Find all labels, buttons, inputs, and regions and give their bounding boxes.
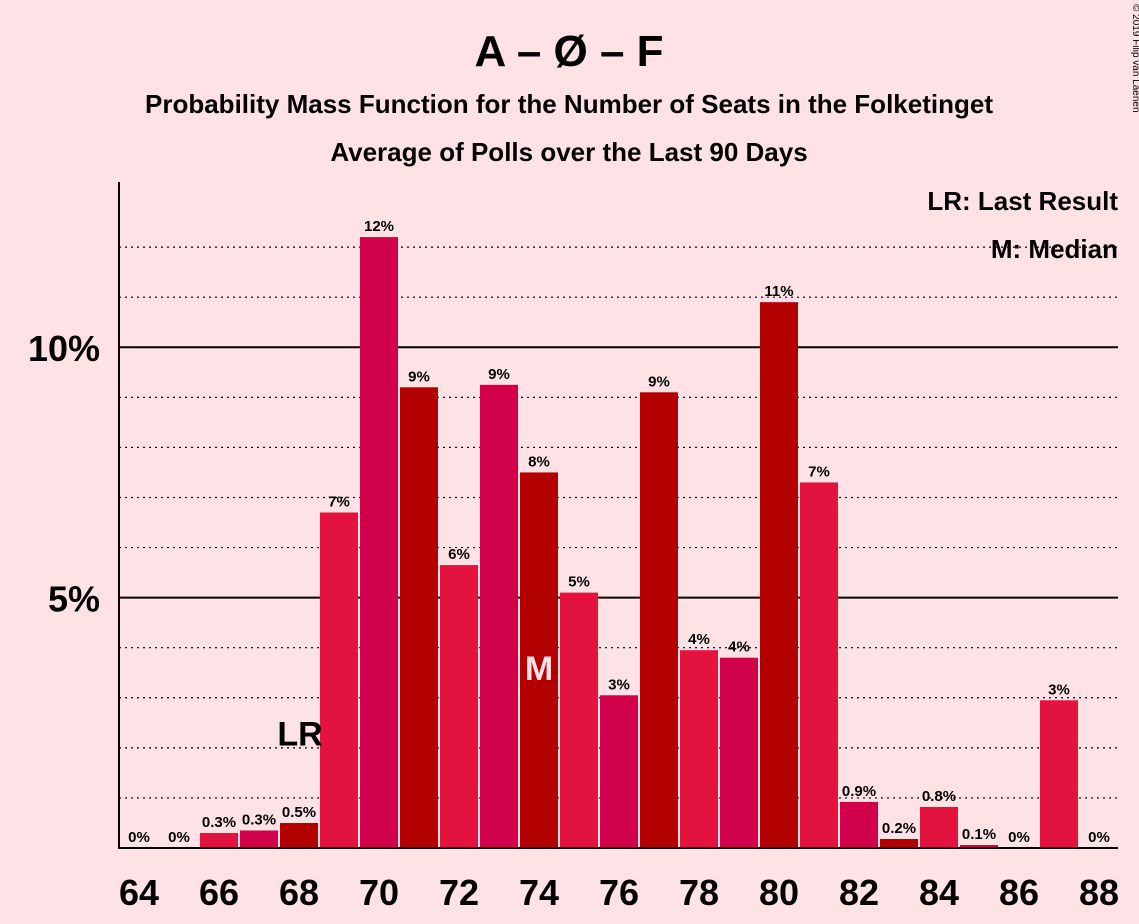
bar-label: 0.3% bbox=[242, 811, 276, 828]
bar-label: 6% bbox=[448, 546, 470, 563]
bar-seat-70 bbox=[360, 237, 398, 848]
bar-seat-87 bbox=[1040, 700, 1078, 848]
legend-median: M: Median bbox=[991, 234, 1118, 264]
bar-label: 11% bbox=[764, 283, 793, 300]
bar-label: 0% bbox=[1088, 829, 1110, 846]
bar-seat-74 bbox=[520, 472, 558, 848]
bar-label: 0.9% bbox=[842, 783, 876, 800]
bar-label: 9% bbox=[648, 373, 670, 390]
bar-seat-84 bbox=[920, 806, 958, 848]
bar-seat-72 bbox=[440, 565, 478, 848]
x-tick-label: 74 bbox=[519, 872, 559, 913]
legend-last-result: LR: Last Result bbox=[927, 186, 1118, 216]
chart-subtitle: Probability Mass Function for the Number… bbox=[145, 89, 993, 119]
bar-label: 3% bbox=[1048, 681, 1070, 698]
bar-seat-83 bbox=[880, 838, 918, 848]
x-axis-ticks: 64 66 68 70 72 74 76 78 80 82 84 86 88 bbox=[119, 872, 1119, 913]
bar-label: 4% bbox=[688, 631, 710, 648]
bar-seat-77 bbox=[640, 392, 678, 848]
bar-seat-75 bbox=[560, 592, 598, 848]
bar-label: 0% bbox=[168, 829, 190, 846]
bar-label: 0.8% bbox=[922, 788, 956, 805]
bar-label: 8% bbox=[528, 453, 550, 470]
bar-seat-69 bbox=[320, 512, 358, 848]
x-tick-label: 84 bbox=[919, 872, 959, 913]
x-tick-label: 78 bbox=[679, 872, 719, 913]
bar-seat-73 bbox=[480, 384, 518, 848]
x-tick-label: 66 bbox=[199, 872, 239, 913]
bar-seat-66 bbox=[200, 832, 238, 848]
bar-seat-71 bbox=[400, 387, 438, 848]
bar-label: 3% bbox=[608, 676, 630, 693]
bar-label: 12% bbox=[364, 218, 394, 235]
y-tick-label: 5% bbox=[48, 579, 100, 620]
x-tick-label: 72 bbox=[439, 872, 479, 913]
chart-subtitle-2: Average of Polls over the Last 90 Days bbox=[330, 137, 807, 167]
bar-label: 5% bbox=[568, 574, 590, 591]
bar-seat-80 bbox=[760, 302, 798, 849]
bar-seat-76 bbox=[600, 695, 638, 848]
bar-label: 0.2% bbox=[882, 820, 916, 837]
bar-label: 7% bbox=[808, 463, 830, 480]
bar-label: 4% bbox=[728, 639, 750, 656]
x-tick-label: 68 bbox=[279, 872, 319, 913]
bar-label: 9% bbox=[488, 366, 510, 383]
markers: LR M bbox=[277, 650, 553, 753]
bar-seat-79 bbox=[720, 657, 758, 848]
bar-label: 9% bbox=[408, 368, 430, 385]
y-axis-ticks: 5% 10% bbox=[28, 328, 100, 619]
x-tick-label: 80 bbox=[759, 872, 799, 913]
x-tick-label: 88 bbox=[1079, 872, 1119, 913]
x-tick-label: 82 bbox=[839, 872, 879, 913]
bar-label: 0% bbox=[128, 829, 150, 846]
x-tick-label: 64 bbox=[119, 872, 159, 913]
chart-title: A – Ø – F bbox=[474, 27, 663, 76]
x-tick-label: 70 bbox=[359, 872, 399, 913]
copyright-note: © 2019 Filip van Laenen bbox=[1130, 4, 1139, 113]
bars: 0% 0% 0.3% 0.3% 0.5% 7% 12% 9% 6% 9% 8% 5% 3% 9% 4% 4% 1… bbox=[128, 218, 1110, 849]
bar-label: 7% bbox=[328, 493, 350, 510]
bar-label: 0.1% bbox=[962, 826, 996, 843]
bar-seat-68 bbox=[280, 822, 318, 848]
bar-seat-82 bbox=[840, 801, 878, 848]
y-tick-label: 10% bbox=[28, 328, 100, 369]
last-result-marker: LR bbox=[277, 715, 322, 753]
bar-seat-78 bbox=[680, 650, 718, 848]
bar-label: 0% bbox=[1008, 829, 1030, 846]
x-tick-label: 76 bbox=[599, 872, 639, 913]
bar-seat-85 bbox=[960, 844, 998, 848]
median-marker: M bbox=[525, 650, 553, 688]
bar-seat-81 bbox=[800, 482, 838, 848]
bar-label: 0.3% bbox=[202, 814, 236, 831]
bar-label: 0.5% bbox=[282, 804, 316, 821]
bar-seat-67 bbox=[240, 830, 278, 848]
x-tick-label: 86 bbox=[999, 872, 1039, 913]
